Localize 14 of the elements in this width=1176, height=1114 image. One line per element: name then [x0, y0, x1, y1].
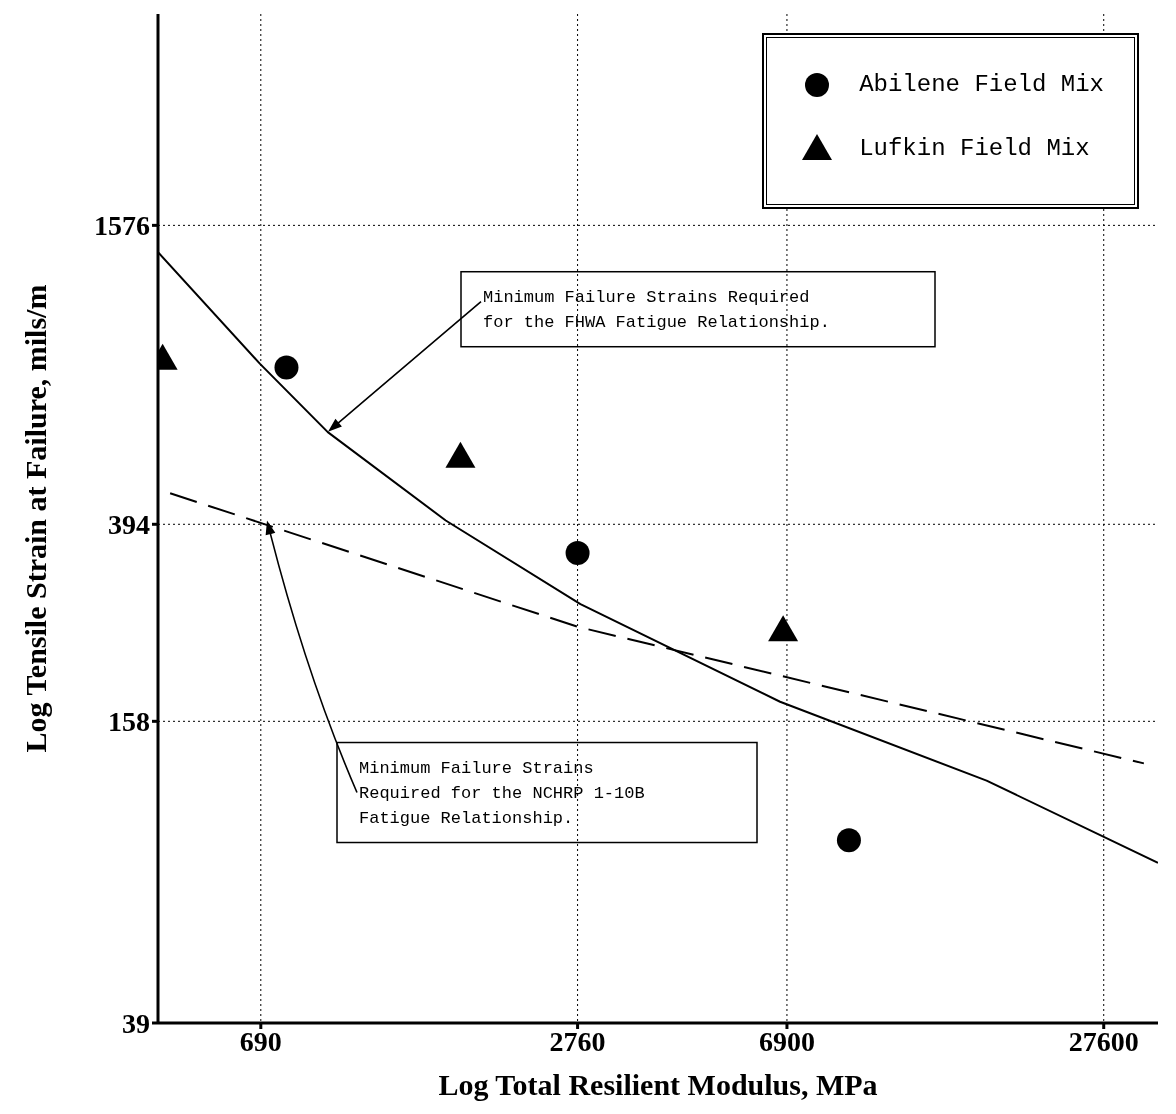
x-tick-label: 6900: [758, 1025, 815, 1057]
annotation: Minimum Failure Strains Required for the FHWA Fatigue Relationship.: [483, 287, 830, 332]
x-tick-label: 2760: [549, 1025, 606, 1057]
annotation: Minimum Failure Strains Required for the NCHRP 1-10B Fatigue Relationship.: [359, 758, 645, 828]
y-tick-label: 1576: [94, 210, 150, 242]
x-axis-title: Log Total Resilient Modulus, MPa: [438, 1068, 878, 1101]
y-tick-label: 39: [122, 1007, 150, 1039]
y-axis-title: Log Tensile Strain at Failure, mils/m: [19, 284, 52, 753]
legend-label: Lufkin Field Mix: [859, 134, 1090, 162]
legend-label: Abilene Field Mix: [859, 70, 1104, 98]
x-tick-label: 690: [239, 1025, 282, 1057]
x-tick-label: 27600: [1068, 1025, 1139, 1057]
y-tick-label: 394: [108, 509, 150, 541]
y-tick-label: 158: [108, 706, 150, 738]
